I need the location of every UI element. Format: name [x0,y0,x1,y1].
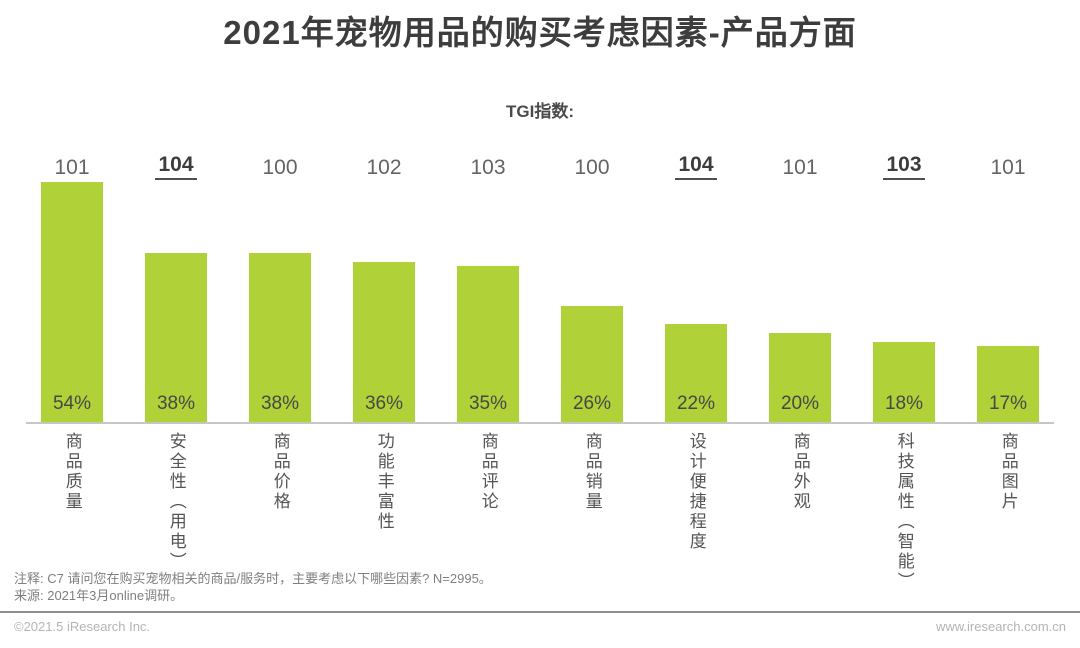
note-source: 来源: 2021年3月online调研。 [14,587,184,603]
bar-percent-label: 35% [468,392,508,414]
bar: 36% [353,261,415,422]
bar: 20% [769,332,831,422]
website-text: www.iresearch.com.cn [935,618,1066,634]
category-label: 商品评论 [478,431,498,512]
category-label: 设计便捷程度 [686,431,706,552]
tgi-value: 103 [470,155,506,179]
footnotes: 注释: C7 请问您在购买宠物相关的商品/服务时，主要考虑以下哪些因素? N=2… [0,566,1080,604]
bar: 35% [457,265,519,422]
x-axis-line [26,421,1054,424]
bar-chart: 101 104 100 102 103 100 104 101 103 101 … [0,154,1080,592]
tgi-value: 103 [883,154,925,180]
tgi-value: 101 [54,155,90,179]
category-label: 功能丰富性 [374,431,394,532]
page-title: 2021年宠物用品的购买考虑因素-产品方面 [223,14,857,51]
bar-percent-label: 38% [156,392,196,414]
footer-bar: ©2021.5 iResearch Inc. www.iresearch.com… [0,613,1080,634]
tgi-value: 100 [262,155,298,179]
bar-percent-label: 17% [988,392,1028,414]
bar-percent-label: 36% [364,392,404,414]
category-labels-row: 商品质量 安全性（用电） 商品价格 功能丰富性 商品评论 商品销量 设计便捷程度… [20,424,1060,592]
category-label: 商品图片 [998,431,1018,512]
tgi-values-row: 101 104 100 102 103 100 104 101 103 101 [20,154,1060,180]
tgi-value: 104 [155,154,197,180]
category-label: 商品销量 [582,431,602,512]
category-label: 商品外观 [790,431,810,512]
tgi-index-label: TGI指数: [506,101,574,121]
bar: 22% [665,323,727,422]
tgi-value: 101 [782,155,818,179]
tgi-value: 100 [574,155,610,179]
category-label: 商品质量 [62,431,82,512]
bar-percent-label: 26% [572,392,612,414]
tgi-value: 101 [990,155,1026,179]
tgi-value: 104 [675,154,717,180]
tgi-value: 102 [366,155,402,179]
copyright-text: ©2021.5 iResearch Inc. [14,618,151,634]
category-label: 安全性（用电） [166,431,186,572]
footer-divider [0,610,1080,613]
bar-percent-label: 38% [260,392,300,414]
bar: 54% [41,181,103,422]
bar-percent-label: 54% [52,392,92,414]
bar: 38% [145,252,207,422]
category-label: 科技属性（智能） [894,431,914,592]
bar: 26% [561,305,623,422]
bar: 18% [873,341,935,422]
bars-row: 54% 38% 38% 36% 35% 26% 22% 20% [20,180,1060,422]
bar: 38% [249,252,311,422]
category-label: 商品价格 [270,431,290,512]
bar-percent-label: 18% [884,392,924,414]
bar: 17% [977,345,1039,422]
note-annotation: 注释: C7 请问您在购买宠物相关的商品/服务时，主要考虑以下哪些因素? N=2… [14,570,492,586]
bar-percent-label: 20% [780,392,820,414]
bar-percent-label: 22% [676,392,716,414]
